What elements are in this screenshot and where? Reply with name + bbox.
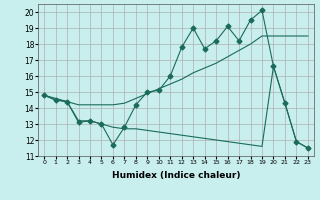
X-axis label: Humidex (Indice chaleur): Humidex (Indice chaleur) bbox=[112, 171, 240, 180]
